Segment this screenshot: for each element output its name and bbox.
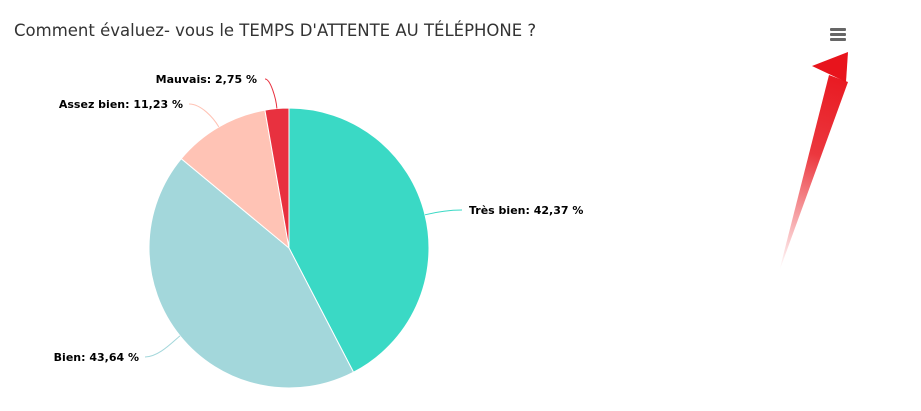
connector-line [264,78,278,109]
slice-label: Très bien: 42,37 % [469,204,583,217]
connector-line [424,209,463,216]
pie-slice-assez-bien[interactable] [180,109,290,250]
slice-label: Mauvais: 2,75 % [156,73,257,86]
pie-slice-mauvais[interactable] [264,107,290,249]
pie-slice-très-bien[interactable] [288,107,430,373]
hamburger-menu-icon [830,28,846,31]
slice-label: Assez bien: 11,23 % [59,98,183,111]
slice-label: Bien: 43,64 % [54,351,139,364]
connector-line [188,103,220,128]
connector-line [144,335,181,358]
chart-title: Comment évaluez- vous le TEMPS D'ATTENTE… [14,21,537,40]
chart-menu-button[interactable] [826,24,850,46]
red-arrow-icon [779,52,848,272]
pie-slice-bien[interactable] [148,157,355,389]
